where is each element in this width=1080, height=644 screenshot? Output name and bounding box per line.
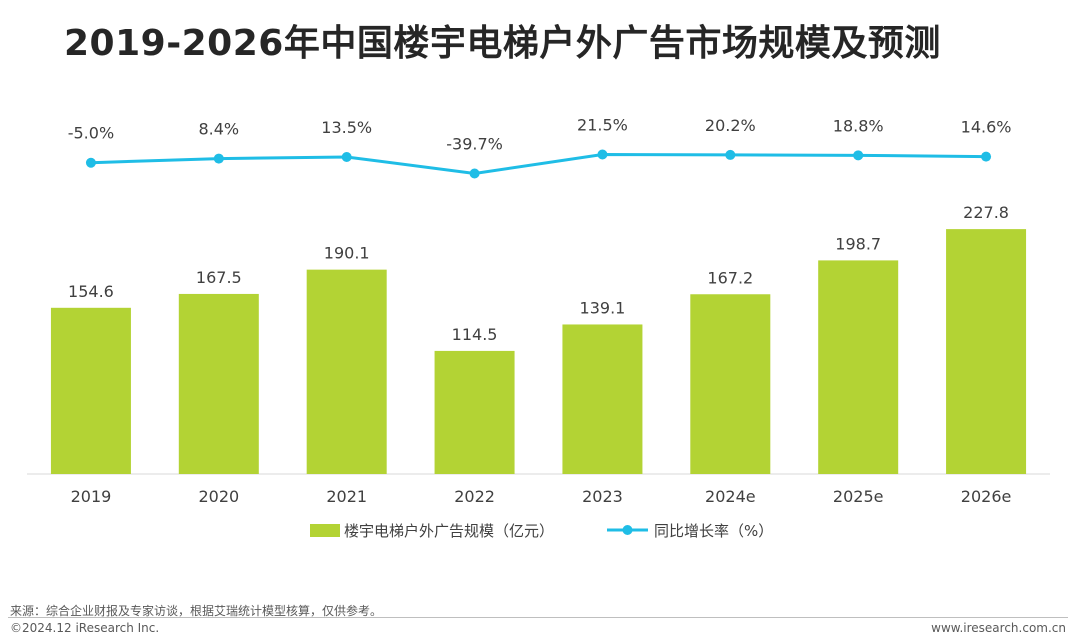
legend-line-marker [622, 525, 633, 535]
bar-value-label: 139.1 [580, 298, 626, 317]
bar [434, 350, 515, 474]
growth-value-label: 13.5% [321, 118, 372, 137]
chart-title: 2019-2026年中国楼宇电梯户外广告市场规模及预测 [64, 23, 941, 64]
growth-value-label: 18.8% [833, 116, 884, 135]
x-tick-label: 2023 [582, 487, 623, 506]
growth-point [725, 149, 736, 160]
x-tick-label: 2020 [198, 487, 239, 506]
bar [818, 260, 899, 474]
growth-value-label: 21.5% [577, 116, 628, 135]
bar-value-label: 167.5 [196, 268, 242, 287]
growth-value-label: 14.6% [961, 118, 1012, 137]
chart-area: 154.6 2019 167.5 2020 190.1 2021 114.5 2022 139.… [27, 116, 1050, 540]
bar-value-label: 227.8 [963, 203, 1009, 222]
growth-line [90, 152, 987, 176]
bar-value-label: 114.5 [452, 325, 498, 344]
growth-point [85, 157, 96, 168]
x-tick-label: 2024e [705, 487, 756, 506]
growth-value-label: -5.0% [68, 124, 114, 143]
growth-point [853, 150, 864, 161]
source-note: 来源：综合企业财报及专家访谈，根据艾瑞统计模型核算，仅供参考。 [10, 604, 383, 618]
growth-value-label: -39.7% [446, 135, 503, 154]
bar [306, 269, 387, 474]
copyright-text: ©2024.12 iResearch Inc. [10, 621, 160, 635]
bar [690, 294, 771, 474]
x-tick-label: 2019 [71, 487, 112, 506]
legend-line-label: 同比增长率（%） [654, 522, 773, 540]
bar-value-label: 154.6 [68, 282, 114, 301]
legend-bar-swatch [310, 524, 340, 537]
footer-divider [8, 617, 1068, 618]
growth-point [213, 153, 224, 164]
website-text: www.iresearch.com.cn [931, 621, 1066, 635]
bar-value-label: 190.1 [324, 244, 370, 263]
bar [178, 293, 259, 474]
growth-value-label: 20.2% [705, 116, 756, 135]
growth-point [469, 168, 480, 179]
x-tick-label: 2022 [454, 487, 495, 506]
growth-value-label: 8.4% [198, 120, 239, 139]
growth-point [341, 151, 352, 162]
x-tick-label: 2026e [961, 487, 1012, 506]
bar [946, 229, 1027, 474]
x-tick-label: 2021 [326, 487, 367, 506]
bar [562, 324, 643, 474]
growth-point [597, 149, 608, 160]
x-tick-label: 2025e [833, 487, 884, 506]
bar-value-label: 198.7 [835, 234, 881, 253]
bar-value-label: 167.2 [707, 268, 753, 287]
legend-bar-label: 楼宇电梯户外广告规模（亿元） [344, 522, 554, 540]
bar [50, 307, 131, 474]
growth-point [981, 151, 992, 162]
